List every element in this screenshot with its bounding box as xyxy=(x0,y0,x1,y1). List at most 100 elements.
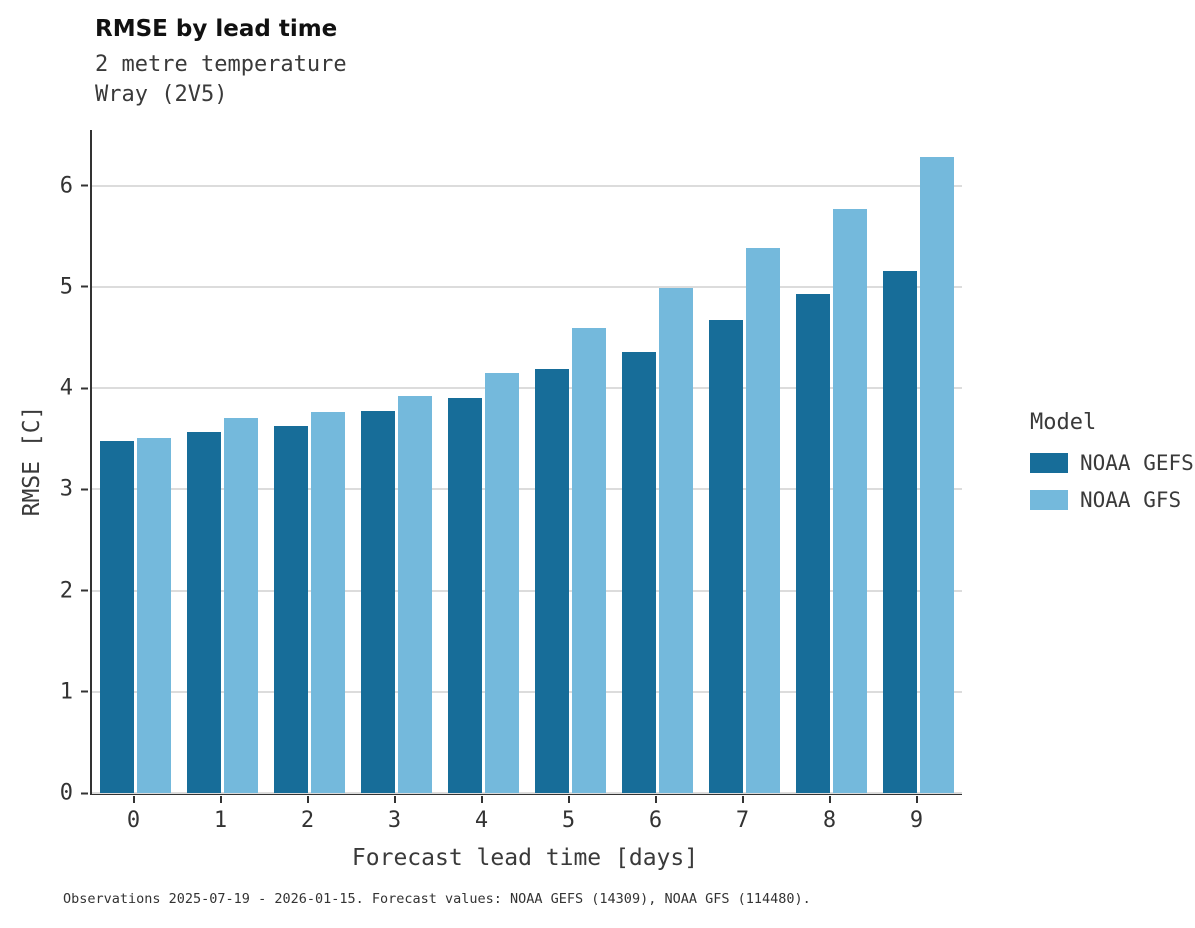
legend-entry: NOAA GFS xyxy=(1030,488,1194,512)
x-tick-label: 6 xyxy=(648,808,663,833)
bar-group xyxy=(353,130,440,793)
x-tick-label: 3 xyxy=(387,808,402,833)
bar-noaa-gfs xyxy=(920,157,954,793)
bar-noaa-gefs xyxy=(274,425,308,793)
y-tick-label: 0 xyxy=(59,780,73,806)
bar-group xyxy=(266,130,353,793)
y-tick-label: 5 xyxy=(59,274,73,300)
bar-noaa-gefs xyxy=(883,270,917,793)
x-tick-mark xyxy=(567,796,570,803)
gridline xyxy=(92,690,962,693)
x-tick: 0 xyxy=(90,796,177,833)
legend-swatch xyxy=(1030,490,1068,510)
y-tick-mark xyxy=(81,285,88,288)
legend-swatch xyxy=(1030,453,1068,473)
y-tick-label: 3 xyxy=(59,476,73,502)
x-tick-mark xyxy=(393,796,396,803)
x-tick-label: 1 xyxy=(213,808,228,833)
bar-noaa-gfs xyxy=(572,328,606,793)
bar-group xyxy=(788,130,875,793)
x-tick: 4 xyxy=(438,796,525,833)
bar-noaa-gefs xyxy=(448,398,482,793)
legend-entry: NOAA GEFS xyxy=(1030,451,1194,475)
bar-noaa-gefs xyxy=(100,440,134,793)
y-tick-label: 1 xyxy=(59,679,73,705)
x-tick-mark xyxy=(828,796,831,803)
x-tick-label: 2 xyxy=(300,808,315,833)
x-tick-mark xyxy=(132,796,135,803)
plot-area xyxy=(90,130,962,795)
x-tick: 7 xyxy=(699,796,786,833)
x-tick-label: 8 xyxy=(822,808,837,833)
y-tick: 2 xyxy=(60,578,88,603)
bar-group xyxy=(875,130,962,793)
y-tick-label: 2 xyxy=(59,578,73,604)
y-tick-mark xyxy=(81,387,88,390)
x-tick: 2 xyxy=(264,796,351,833)
x-tick-mark xyxy=(915,796,918,803)
bar-noaa-gfs xyxy=(833,208,867,793)
legend-label: NOAA GFS xyxy=(1080,488,1182,512)
y-tick-label: 4 xyxy=(59,375,73,401)
x-tick-label: 0 xyxy=(126,808,141,833)
gridline xyxy=(92,589,962,592)
bar-group xyxy=(179,130,266,793)
x-tick: 1 xyxy=(177,796,264,833)
y-tick-mark xyxy=(81,184,88,187)
bar-noaa-gefs xyxy=(535,368,569,793)
x-tick-label: 7 xyxy=(735,808,750,833)
legend-title: Model xyxy=(1030,410,1097,435)
x-tick: 9 xyxy=(873,796,960,833)
bar-group xyxy=(527,130,614,793)
x-axis-ticks: 0 1 2 3 4 5 6 7 8 9 xyxy=(90,796,960,833)
y-tick-mark xyxy=(81,792,88,794)
legend-entries: NOAA GEFS NOAA GFS xyxy=(1030,451,1194,512)
bar-noaa-gfs xyxy=(659,287,693,793)
gridline xyxy=(92,184,962,187)
bar-group xyxy=(92,130,179,793)
x-tick-mark xyxy=(741,796,744,803)
x-tick: 8 xyxy=(786,796,873,833)
y-tick: 0 xyxy=(60,781,88,806)
x-axis-label: Forecast lead time [days] xyxy=(351,845,699,871)
caption: Observations 2025-07-19 - 2026-01-15. Fo… xyxy=(63,891,811,907)
bar-noaa-gfs xyxy=(137,437,171,793)
y-tick: 5 xyxy=(60,274,88,299)
y-axis-ticks: 0 1 2 3 4 5 6 xyxy=(0,130,88,806)
bar-noaa-gefs xyxy=(796,293,830,793)
bar-noaa-gfs xyxy=(224,418,258,793)
y-tick: 1 xyxy=(60,679,88,704)
x-tick: 6 xyxy=(612,796,699,833)
y-tick-label: 6 xyxy=(59,173,73,199)
gridlines xyxy=(92,130,962,794)
gridline xyxy=(92,387,962,390)
bar-group xyxy=(614,130,701,793)
gridline xyxy=(92,285,962,288)
bar-group xyxy=(701,130,788,793)
bar-noaa-gefs xyxy=(622,351,656,793)
y-tick: 6 xyxy=(60,173,88,198)
bar-noaa-gefs xyxy=(187,431,221,793)
bar-noaa-gfs xyxy=(746,248,780,793)
bar-noaa-gfs xyxy=(398,396,432,793)
bars-container xyxy=(92,130,962,793)
gridline xyxy=(92,792,962,794)
x-tick: 5 xyxy=(525,796,612,833)
chart-title: RMSE by lead time xyxy=(95,16,338,42)
x-tick-mark xyxy=(480,796,483,803)
x-tick-mark xyxy=(654,796,657,803)
x-tick-mark xyxy=(219,796,222,803)
legend: Model NOAA GEFS NOAA GFS xyxy=(1030,410,1194,525)
x-tick-label: 5 xyxy=(561,808,576,833)
chart-subtitle-variable: 2 metre temperature xyxy=(95,52,347,77)
y-tick: 4 xyxy=(60,376,88,401)
y-tick-mark xyxy=(81,589,88,592)
legend-label: NOAA GEFS xyxy=(1080,451,1194,475)
gridline xyxy=(92,488,962,491)
x-tick-label: 4 xyxy=(474,808,489,833)
y-tick-mark xyxy=(81,488,88,491)
x-tick-mark xyxy=(306,796,309,803)
chart-subtitle-station: Wray (2V5) xyxy=(95,82,228,107)
bar-noaa-gefs xyxy=(709,320,743,793)
